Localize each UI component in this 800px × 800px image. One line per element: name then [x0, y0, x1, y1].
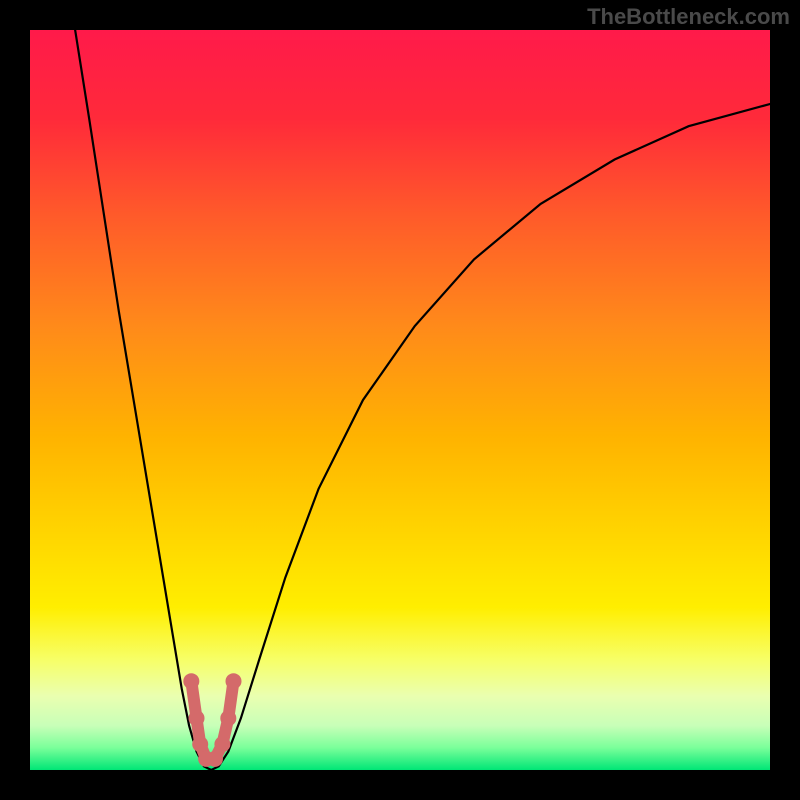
plot-area: [30, 30, 770, 770]
minimum-marker-dot: [192, 736, 208, 752]
minimum-marker-dot: [207, 751, 223, 767]
chart-svg: [0, 0, 800, 800]
watermark-text: TheBottleneck.com: [587, 4, 790, 30]
chart-container: { "chart": { "type": "curve-on-gradient"…: [0, 0, 800, 800]
minimum-marker-dot: [189, 710, 205, 726]
minimum-marker-dot: [226, 673, 242, 689]
minimum-marker-dot: [214, 736, 230, 752]
minimum-marker-dot: [220, 710, 236, 726]
minimum-marker-dot: [183, 673, 199, 689]
